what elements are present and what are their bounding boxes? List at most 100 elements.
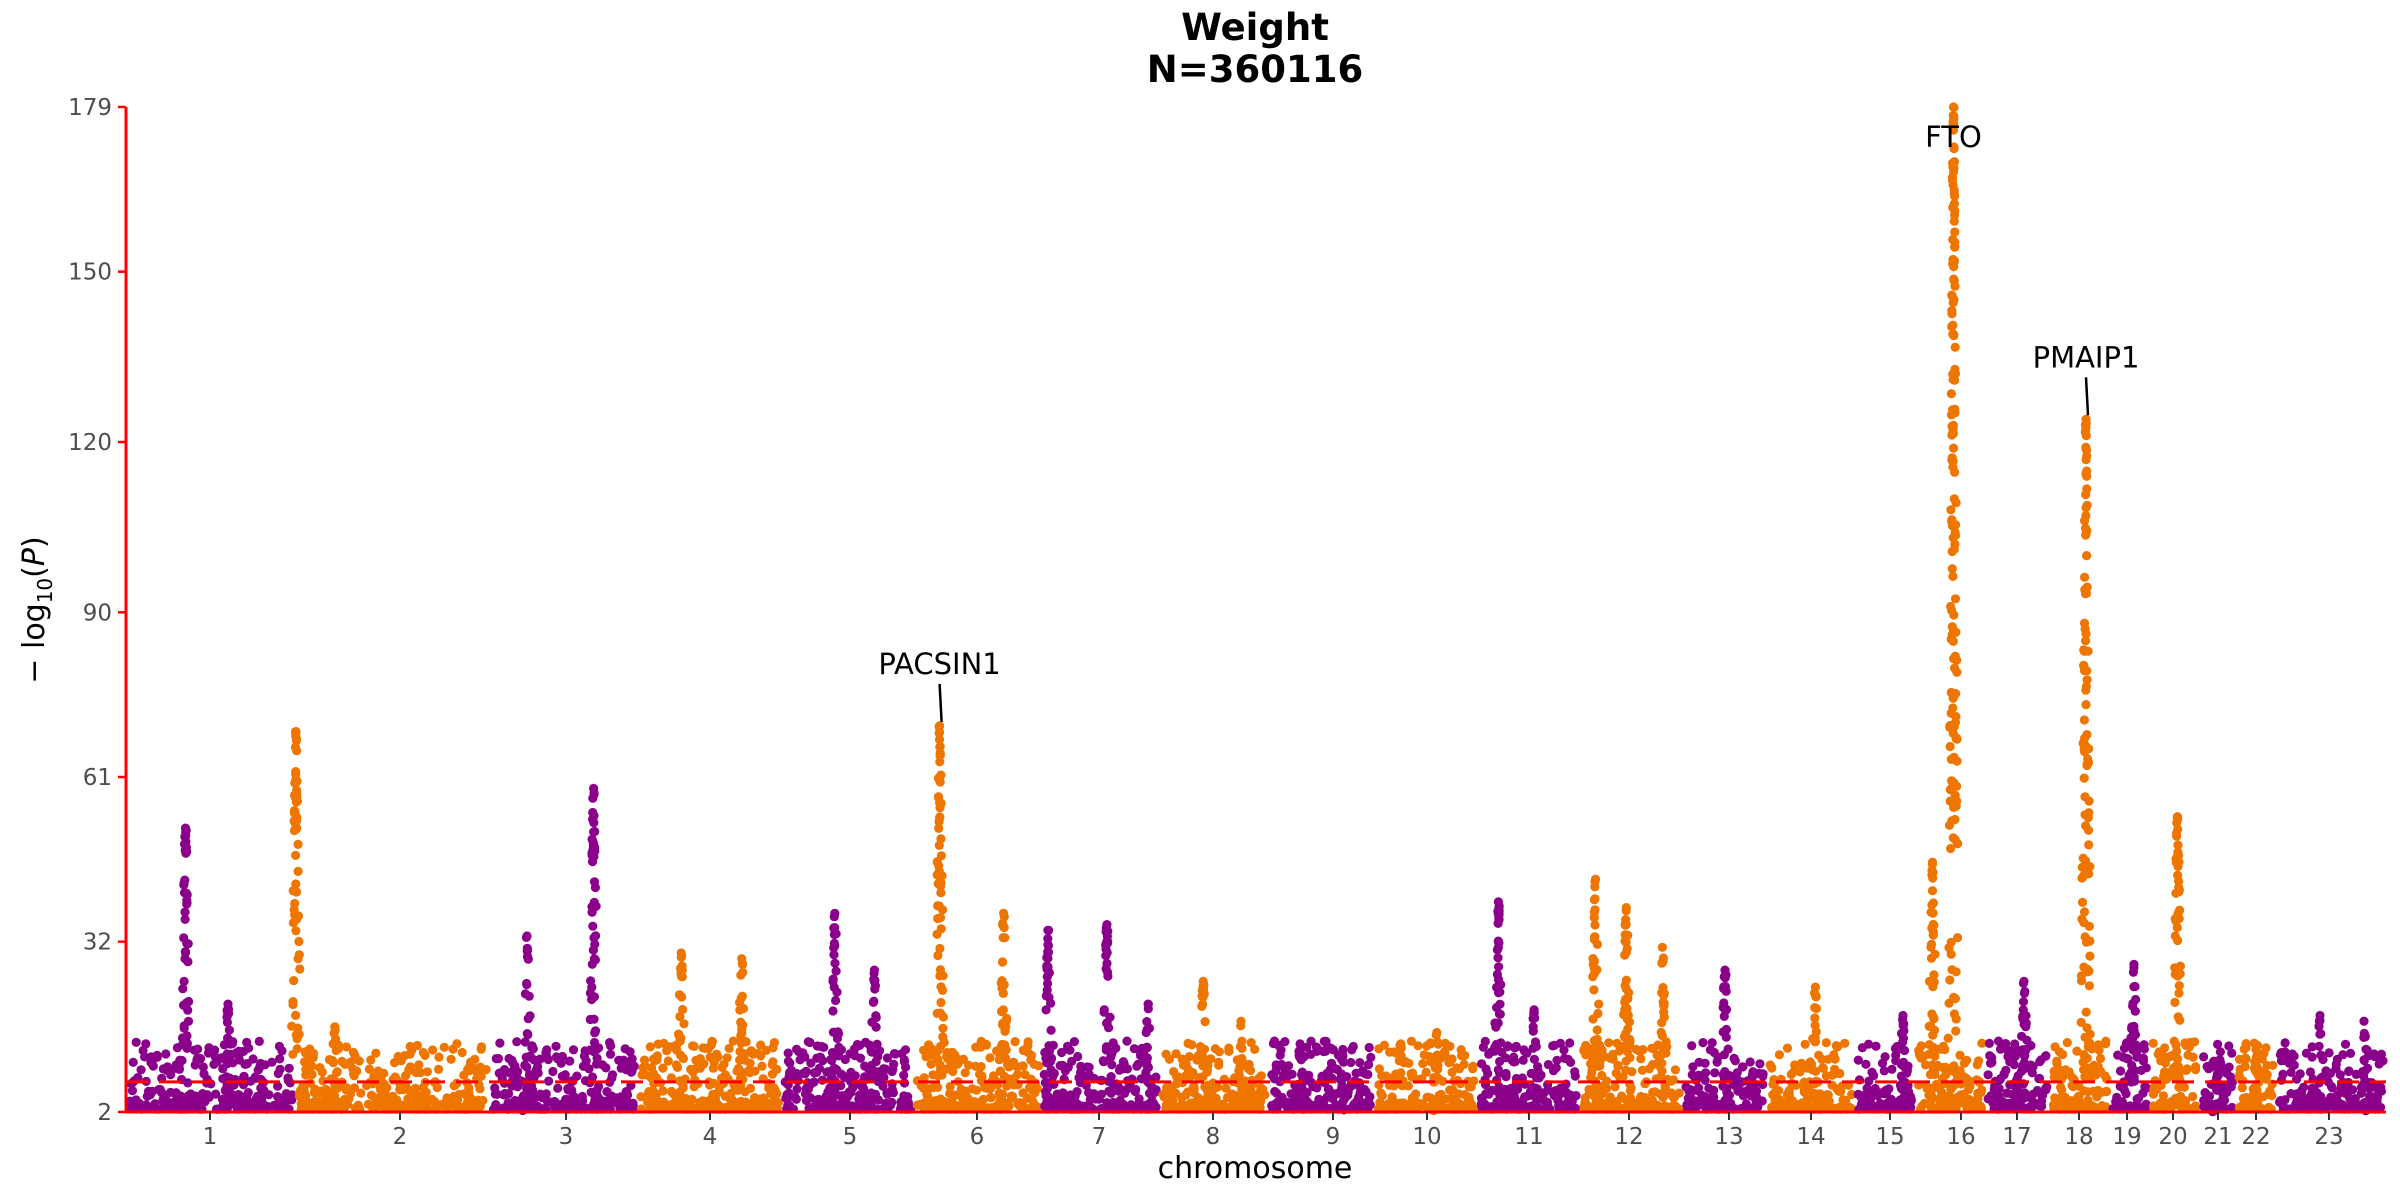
snp-point: [1959, 1097, 1969, 1107]
snp-point: [836, 1069, 846, 1079]
snp-point: [2226, 1082, 2236, 1092]
snp-point: [1843, 1102, 1854, 1112]
snp-point: [2084, 869, 2094, 879]
snp-point: [1210, 1044, 1220, 1054]
x-tick-label: 17: [2002, 1124, 2031, 1150]
snp-point: [2170, 1093, 2181, 1103]
snp-point: [676, 965, 686, 976]
snp-point: [1950, 227, 1960, 237]
snp-point: [936, 851, 947, 861]
snp-point: [1946, 754, 1956, 765]
snp-point: [1636, 1046, 1646, 1056]
snp-point: [439, 1042, 449, 1052]
snp-point: [295, 964, 305, 974]
snp-point: [418, 1048, 428, 1058]
snp-point: [259, 1085, 269, 1095]
snp-point: [1492, 1002, 1502, 1013]
chromosome-19-points: [2108, 959, 2152, 1114]
snp-point: [1447, 1054, 1457, 1064]
snp-point: [1495, 1009, 1505, 1019]
snp-point: [1283, 1061, 1294, 1071]
snp-point: [1132, 1061, 1142, 1071]
snp-point: [1836, 1086, 1846, 1096]
snp-point: [1620, 980, 1630, 991]
snp-point: [948, 1066, 958, 1077]
snp-point: [178, 984, 188, 994]
snp-point: [946, 1099, 956, 1109]
snp-point: [464, 1088, 474, 1098]
snp-point: [1099, 1005, 1109, 1015]
snp-point: [193, 1053, 203, 1063]
peak-point: [2129, 959, 2139, 970]
snp-point: [1710, 1068, 1720, 1078]
snp-point: [2131, 994, 2141, 1005]
snp-point: [1625, 1086, 1635, 1096]
snp-point: [1947, 172, 1958, 182]
snp-point: [2359, 1032, 2369, 1042]
snp-point: [248, 1054, 258, 1064]
snp-point: [288, 1049, 298, 1059]
snp-point: [1822, 1101, 1832, 1111]
snp-point: [2175, 905, 2185, 915]
peak-point: [180, 823, 191, 833]
x-tick-label: 7: [1092, 1124, 1107, 1150]
snp-point: [2079, 715, 2089, 725]
x-tick-label: 15: [1875, 1124, 1904, 1150]
snp-point: [179, 933, 189, 943]
snp-point: [999, 1048, 1009, 1059]
snp-point: [1590, 894, 1600, 904]
annotation-pacsin1: PACSIN1: [878, 647, 1000, 681]
snp-point: [658, 1063, 668, 1073]
snp-point: [934, 793, 944, 803]
snp-point: [1313, 1044, 1323, 1054]
snp-point: [1830, 1054, 1840, 1064]
snp-point: [356, 1088, 366, 1098]
snp-point: [2130, 1006, 2140, 1016]
snp-point: [1084, 1062, 1094, 1072]
snp-point: [1586, 1073, 1596, 1083]
snp-point: [1949, 188, 1959, 198]
snp-point: [1013, 1069, 1023, 1079]
snp-point: [1347, 1045, 1357, 1055]
snp-point: [182, 1043, 192, 1053]
snp-point: [2064, 1067, 2074, 1077]
snp-point: [209, 1059, 219, 1069]
snp-point: [1023, 1037, 1033, 1047]
snp-point: [1018, 1045, 1028, 1055]
snp-point: [1045, 1102, 1055, 1112]
annotation-leader: [938, 683, 943, 722]
snp-point: [2361, 1044, 2371, 1054]
snp-point: [783, 1056, 794, 1066]
peak-point: [2315, 1010, 2325, 1021]
snp-point: [1306, 1036, 1316, 1046]
snp-point: [1639, 1103, 1649, 1113]
snp-point: [932, 929, 942, 939]
snp-point: [854, 1094, 864, 1104]
snp-point: [1319, 1036, 1329, 1046]
snp-point: [1950, 663, 1960, 673]
snp-point: [161, 1049, 171, 1059]
snp-point: [2314, 1041, 2324, 1051]
snp-point: [1896, 1044, 1906, 1054]
snp-point: [2138, 1053, 2148, 1063]
snp-point: [354, 1056, 364, 1066]
snp-point: [1034, 1061, 1044, 1071]
chromosome-17-points: [1983, 976, 2052, 1114]
snp-point: [945, 1082, 955, 1092]
snp-point: [499, 1090, 509, 1100]
snp-point: [2028, 1089, 2038, 1099]
snp-point: [1551, 1063, 1561, 1073]
x-tick-label: 13: [1714, 1124, 1743, 1150]
snp-point: [1237, 1053, 1247, 1064]
snp-point: [434, 1064, 444, 1074]
snp-point: [548, 1066, 558, 1077]
snp-point: [1012, 1061, 1022, 1072]
snp-point: [412, 1040, 422, 1051]
snp-point: [1853, 1055, 1863, 1065]
snp-point: [637, 1070, 647, 1080]
snp-point: [183, 957, 193, 967]
snp-point: [1466, 1099, 1477, 1109]
snp-point: [1291, 1091, 1302, 1101]
snp-point: [756, 1040, 766, 1050]
snp-point: [1164, 1054, 1175, 1064]
